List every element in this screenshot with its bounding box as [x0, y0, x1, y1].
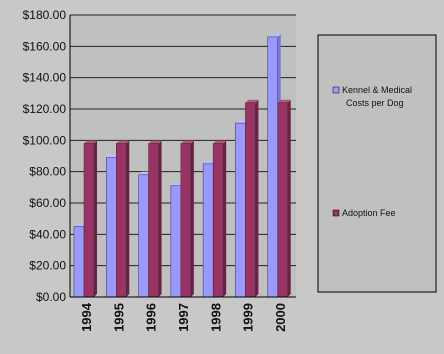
bar-adoption-1998	[212, 143, 224, 298]
x-tick-label: 2000	[273, 303, 288, 332]
bar-side	[255, 99, 259, 297]
legend-label-kennel-line1: Kennel & Medical	[342, 85, 412, 95]
bar-kennel-1997	[170, 185, 182, 298]
bar-side	[94, 140, 97, 297]
x-tick-label: 1997	[176, 303, 191, 332]
y-tick-label: $40.00	[29, 227, 66, 241]
legend: Kennel & Medical Costs per Dog Adoption …	[317, 34, 437, 293]
y-tick-label: $160.00	[23, 39, 67, 53]
bar-side	[126, 140, 130, 297]
x-tick-label: 1994	[79, 302, 94, 332]
bar-adoption-1999	[245, 102, 256, 298]
y-axis-ticks: $0.00 $20.00 $40.00 $60.00 $80.00 $100.00 $120…	[23, 8, 67, 304]
bar-kennel-2000	[267, 36, 278, 298]
bar-top	[267, 33, 281, 37]
y-tick-label: $20.00	[29, 259, 66, 273]
bar-adoption-1995	[116, 143, 127, 298]
bar-top	[213, 140, 227, 144]
x-tick-label: 1998	[208, 303, 223, 332]
bar-top	[116, 140, 130, 144]
bar-top	[277, 99, 291, 103]
legend-label-adoption: Adoption Fee	[342, 208, 396, 218]
bar-kennel-1994	[73, 226, 85, 298]
x-axis-ticks: 1994 1995 1996 1997 1998 1999 2000	[79, 302, 288, 332]
bar-kennel-1996	[138, 174, 149, 298]
bar-top	[148, 140, 162, 144]
bar-adoption-2000	[277, 102, 288, 298]
legend-swatch-kennel	[332, 86, 340, 94]
bar-top	[180, 140, 194, 144]
bar-adoption-1997	[180, 143, 192, 298]
bar-side	[223, 140, 227, 297]
bar-top	[84, 140, 97, 144]
x-tick-label: 1999	[241, 303, 256, 332]
y-tick-label: $80.00	[29, 165, 66, 179]
bar-adoption-1994	[83, 143, 95, 298]
bar-kennel-1999	[235, 122, 246, 298]
bars	[73, 33, 291, 298]
legend-swatch-adoption	[332, 209, 340, 217]
y-tick-label: $180.00	[23, 8, 67, 22]
bar-kennel-1998	[202, 163, 214, 298]
y-tick-label: $60.00	[29, 196, 66, 210]
x-tick-label: 1996	[144, 303, 159, 332]
bar-side	[190, 140, 194, 297]
y-tick-label: $120.00	[23, 102, 67, 116]
bar-side	[158, 140, 162, 297]
y-tick-label: $0.00	[36, 290, 66, 304]
legend-label-kennel-line2: Costs per Dog	[346, 98, 404, 108]
bar-kennel-1995	[106, 157, 117, 298]
legend-box	[317, 34, 437, 293]
legend-label-kennel: Kennel & Medical Costs per Dog	[342, 85, 415, 108]
y-tick-label: $140.00	[23, 71, 67, 85]
bar-side	[287, 99, 291, 297]
x-tick-label: 1995	[111, 303, 126, 332]
bar-adoption-1996	[148, 143, 159, 298]
y-tick-label: $100.00	[23, 133, 67, 147]
bar-top	[245, 99, 259, 103]
